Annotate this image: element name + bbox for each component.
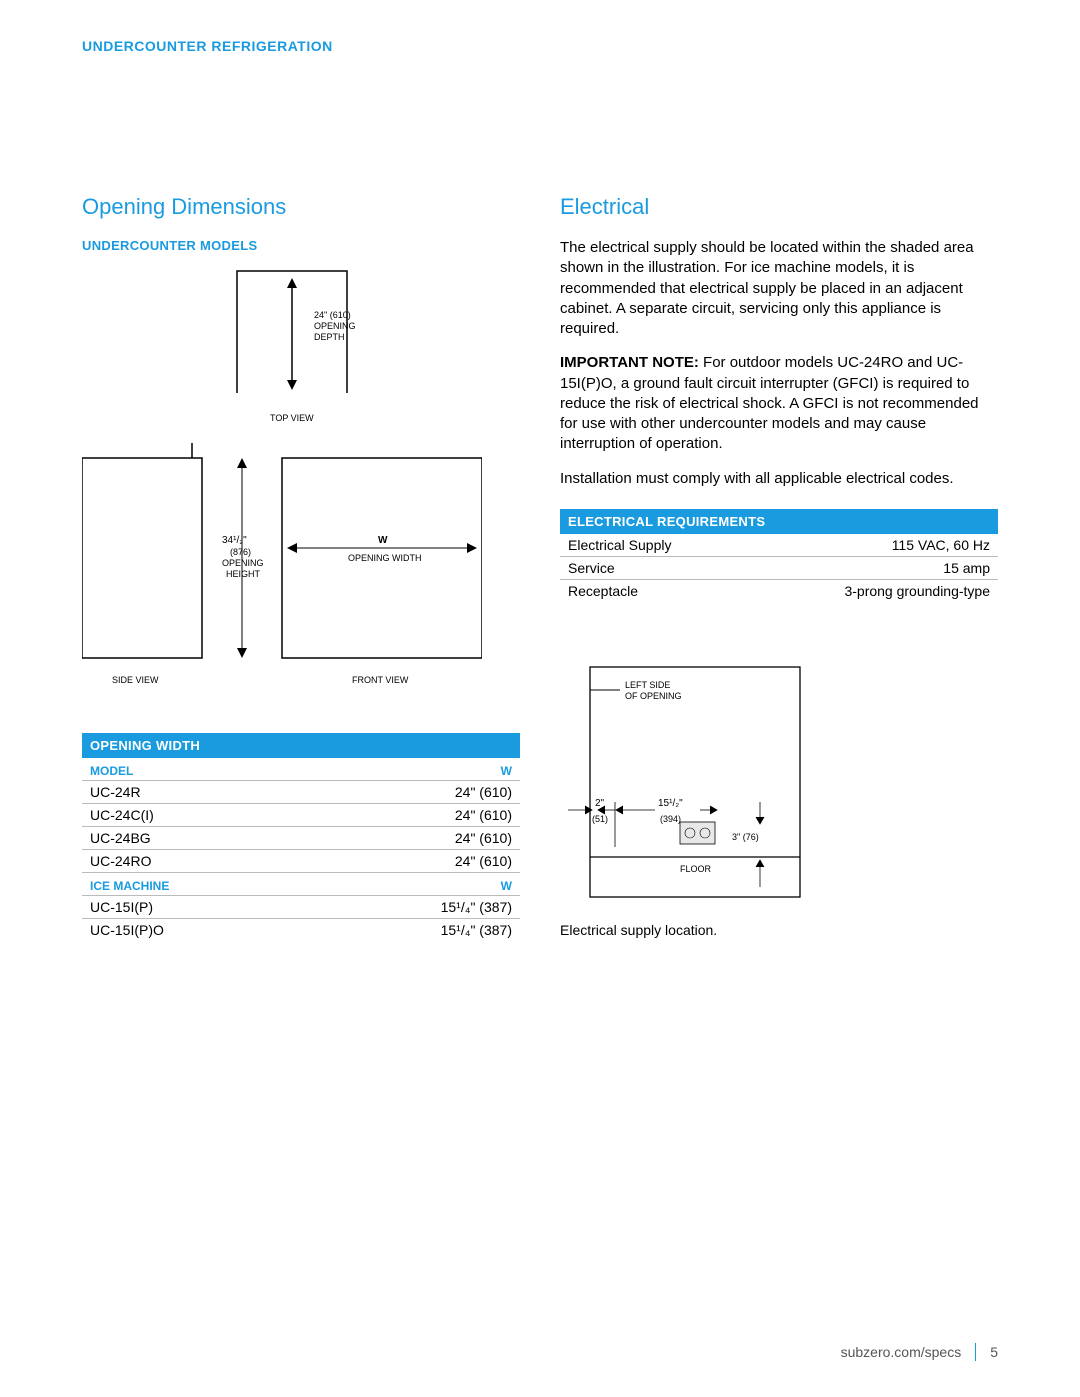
table-row: UC-24RO24" (610)	[82, 850, 520, 873]
w-label: W	[378, 535, 388, 546]
height-mm: (876)	[230, 547, 251, 557]
left-side-label1: LEFT SIDE	[625, 680, 670, 690]
left-column: Opening Dimensions UNDERCOUNTER MODELS 2…	[82, 194, 520, 941]
table-row: UC-24C(I)24" (610)	[82, 804, 520, 827]
front-view-label: FRONT VIEW	[352, 675, 409, 685]
table-subhead-ice: ICE MACHINE W	[82, 873, 520, 896]
floor-label: FLOOR	[680, 864, 712, 874]
dim2-mm: (394)	[660, 814, 681, 824]
w-sub: OPENING WIDTH	[348, 553, 422, 563]
table-row: UC-15I(P)15¹/₄" (387)	[82, 896, 520, 919]
footer-url: subzero.com/specs	[841, 1344, 962, 1360]
electrical-p2: IMPORTANT NOTE: For outdoor models UC-24…	[560, 353, 998, 454]
opening-diagram: 24" (610) OPENING DEPTH TOP VIEW SIDE VI…	[82, 263, 520, 703]
electrical-diagram: LEFT SIDE OF OPENING FLOOR	[560, 662, 998, 938]
electrical-req-table: ELECTRICAL REQUIREMENTS Electrical Suppl…	[560, 509, 998, 602]
table-row: Service15 amp	[560, 557, 998, 580]
table-row: UC-24R24" (610)	[82, 781, 520, 804]
electrical-caption: Electrical supply location.	[560, 922, 998, 938]
page-footer: subzero.com/specs 5	[841, 1343, 998, 1361]
footer-page: 5	[990, 1344, 998, 1360]
height-label: 34¹/₂"	[222, 535, 247, 546]
header-category: UNDERCOUNTER REFRIGERATION	[82, 38, 998, 54]
table-subhead-model: MODEL W	[82, 758, 520, 781]
right-column: Electrical The electrical supply should …	[560, 194, 998, 941]
electrical-title: Electrical	[560, 194, 998, 220]
dim1-mm: (51)	[592, 814, 608, 824]
dim2: 15¹/₂"	[658, 798, 683, 809]
depth-label: 24" (610)	[314, 310, 351, 320]
elec-table-header: ELECTRICAL REQUIREMENTS	[560, 509, 998, 534]
height-sub1: OPENING	[222, 558, 264, 568]
left-side-label2: OF OPENING	[625, 691, 682, 701]
undercounter-models-subhead: UNDERCOUNTER MODELS	[82, 238, 520, 253]
side-view-label: SIDE VIEW	[112, 675, 159, 685]
table-header: OPENING WIDTH	[82, 733, 520, 758]
top-view-label: TOP VIEW	[270, 413, 314, 423]
dim3: 3" (76)	[732, 832, 759, 842]
height-sub2: HEIGHT	[226, 569, 261, 579]
opening-width-table: OPENING WIDTH MODEL W UC-24R24" (610) UC…	[82, 733, 520, 941]
table-row: Receptacle3-prong grounding-type	[560, 580, 998, 602]
table-row: UC-24BG24" (610)	[82, 827, 520, 850]
footer-divider	[975, 1343, 976, 1361]
dim1: 2"	[595, 798, 605, 809]
depth-sub1: OPENING	[314, 321, 356, 331]
opening-dimensions-title: Opening Dimensions	[82, 194, 520, 220]
depth-sub2: DEPTH	[314, 332, 345, 342]
table-row: UC-15I(P)O15¹/₄" (387)	[82, 919, 520, 941]
electrical-p1: The electrical supply should be located …	[560, 238, 998, 339]
electrical-p3: Installation must comply with all applic…	[560, 469, 998, 489]
table-row: Electrical Supply115 VAC, 60 Hz	[560, 534, 998, 557]
